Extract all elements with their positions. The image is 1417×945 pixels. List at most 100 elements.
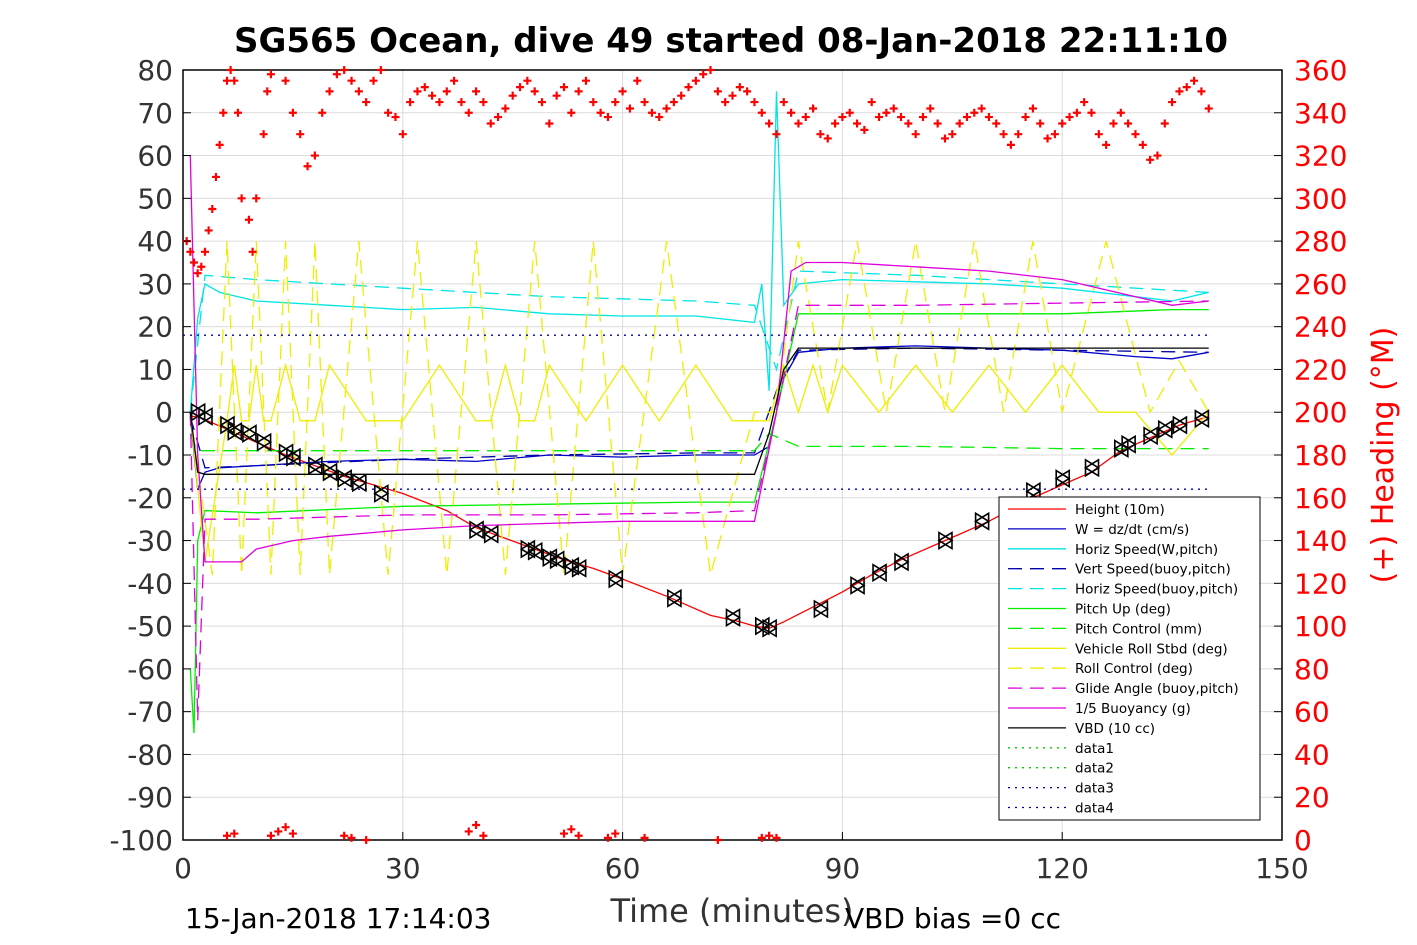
heading-marker bbox=[603, 113, 612, 122]
heading-marker bbox=[200, 247, 209, 256]
y-tick-label-left: 80 bbox=[137, 54, 173, 87]
y-tick-label-left: 20 bbox=[137, 311, 173, 344]
heading-marker bbox=[303, 162, 312, 171]
y-tick-label-left: -90 bbox=[127, 781, 173, 814]
triangle-marker bbox=[571, 558, 588, 578]
series-line bbox=[189, 240, 1210, 575]
heading-marker bbox=[1006, 140, 1015, 149]
triangle-marker bbox=[241, 424, 258, 444]
heading-marker bbox=[288, 108, 297, 117]
heading-marker bbox=[340, 831, 349, 840]
triangle-marker bbox=[607, 569, 624, 589]
heading-marker bbox=[281, 823, 290, 832]
heading-marker bbox=[274, 827, 283, 836]
heading-marker bbox=[457, 98, 466, 107]
x-axis: 0 30 60 90 120 150 bbox=[174, 832, 1309, 885]
heading-marker bbox=[559, 83, 568, 92]
heading-marker bbox=[208, 205, 217, 214]
heading-marker bbox=[721, 98, 730, 107]
triangle-marker bbox=[549, 550, 566, 570]
heading-marker bbox=[516, 83, 525, 92]
heading-marker bbox=[193, 269, 202, 278]
x-tick-label: 30 bbox=[385, 852, 421, 885]
series-line bbox=[189, 347, 1209, 475]
heading-marker bbox=[889, 104, 898, 113]
heading-marker bbox=[948, 130, 957, 139]
x-tick-label: 150 bbox=[1255, 852, 1308, 885]
heading-marker bbox=[230, 76, 239, 85]
heading-marker bbox=[962, 113, 971, 122]
x-tick-label: 90 bbox=[825, 852, 861, 885]
triangle-marker bbox=[256, 432, 273, 452]
heading-marker bbox=[428, 91, 437, 100]
heading-marker bbox=[186, 247, 195, 256]
heading-marker bbox=[611, 829, 620, 838]
heading-marker bbox=[545, 119, 554, 128]
heading-marker bbox=[831, 119, 840, 128]
heading-marker bbox=[845, 108, 854, 117]
heading-marker bbox=[1036, 119, 1045, 128]
heading-marker bbox=[691, 76, 700, 85]
heading-marker bbox=[435, 98, 444, 107]
y-tick-label-left: -100 bbox=[109, 824, 173, 857]
series-line bbox=[189, 300, 1209, 721]
heading-marker bbox=[743, 87, 752, 96]
triangle-marker bbox=[937, 531, 954, 550]
legend-label: data2 bbox=[1075, 761, 1114, 777]
chart-title: SG565 Ocean, dive 49 started 08-Jan-2018… bbox=[234, 21, 1228, 61]
heading-marker bbox=[816, 130, 825, 139]
triangle-marker bbox=[974, 511, 991, 531]
heading-marker bbox=[984, 113, 993, 122]
y-tick-label-right: 40 bbox=[1294, 738, 1330, 771]
heading-marker bbox=[633, 76, 642, 85]
legend-label: Roll Control (deg) bbox=[1075, 661, 1193, 677]
legend-label: VBD (10 cc) bbox=[1075, 721, 1155, 737]
y-tick-label-left: 70 bbox=[137, 97, 173, 130]
heading-marker bbox=[1014, 130, 1023, 139]
y-tick-label-right: 300 bbox=[1294, 182, 1347, 215]
heading-marker bbox=[226, 66, 235, 74]
heading-marker bbox=[904, 119, 913, 128]
heading-marker bbox=[853, 119, 862, 128]
heading-marker bbox=[508, 91, 517, 100]
triangle-marker bbox=[373, 484, 390, 503]
triangle-marker bbox=[519, 539, 536, 559]
legend-label: 1/5 Buoyancy (g) bbox=[1075, 701, 1191, 717]
x-tick-label: 120 bbox=[1035, 852, 1088, 885]
y-tick-label-right: 180 bbox=[1294, 439, 1347, 472]
heading-marker bbox=[940, 134, 949, 143]
x-axis-label: Time (minutes) bbox=[610, 892, 854, 930]
triangle-marker bbox=[563, 556, 580, 576]
heading-marker bbox=[219, 108, 228, 117]
heading-marker bbox=[757, 108, 766, 117]
heading-marker bbox=[1080, 98, 1089, 107]
heading-marker bbox=[611, 98, 620, 107]
triangle-marker bbox=[812, 599, 829, 619]
triangle-marker bbox=[1142, 426, 1159, 446]
heading-marker bbox=[581, 76, 590, 85]
heading-marker bbox=[230, 829, 239, 838]
legend-label: Vehicle Roll Stbd (deg) bbox=[1075, 641, 1228, 657]
series-line bbox=[189, 432, 1209, 452]
heading-marker bbox=[486, 119, 495, 128]
y-tick-label-left: -60 bbox=[127, 653, 173, 686]
triangle-marker bbox=[197, 407, 214, 426]
heading-marker bbox=[757, 833, 766, 842]
heading-marker bbox=[640, 98, 649, 107]
triangle-marker bbox=[1120, 434, 1137, 454]
heading-marker bbox=[684, 83, 693, 92]
y-tick-label-right: 160 bbox=[1294, 482, 1347, 515]
heading-marker bbox=[479, 98, 488, 107]
heading-marker bbox=[464, 827, 473, 836]
triangle-marker bbox=[761, 618, 778, 638]
heading-marker bbox=[450, 76, 459, 85]
heading-marker bbox=[1058, 119, 1067, 128]
heading-marker bbox=[970, 108, 979, 117]
triangle-marker bbox=[226, 422, 243, 441]
triangle-marker bbox=[724, 608, 742, 627]
heading-marker bbox=[735, 83, 744, 92]
heading-marker bbox=[765, 831, 774, 840]
heading-marker bbox=[1043, 134, 1052, 143]
heading-marker bbox=[248, 247, 257, 256]
triangle-marker bbox=[1054, 469, 1071, 488]
